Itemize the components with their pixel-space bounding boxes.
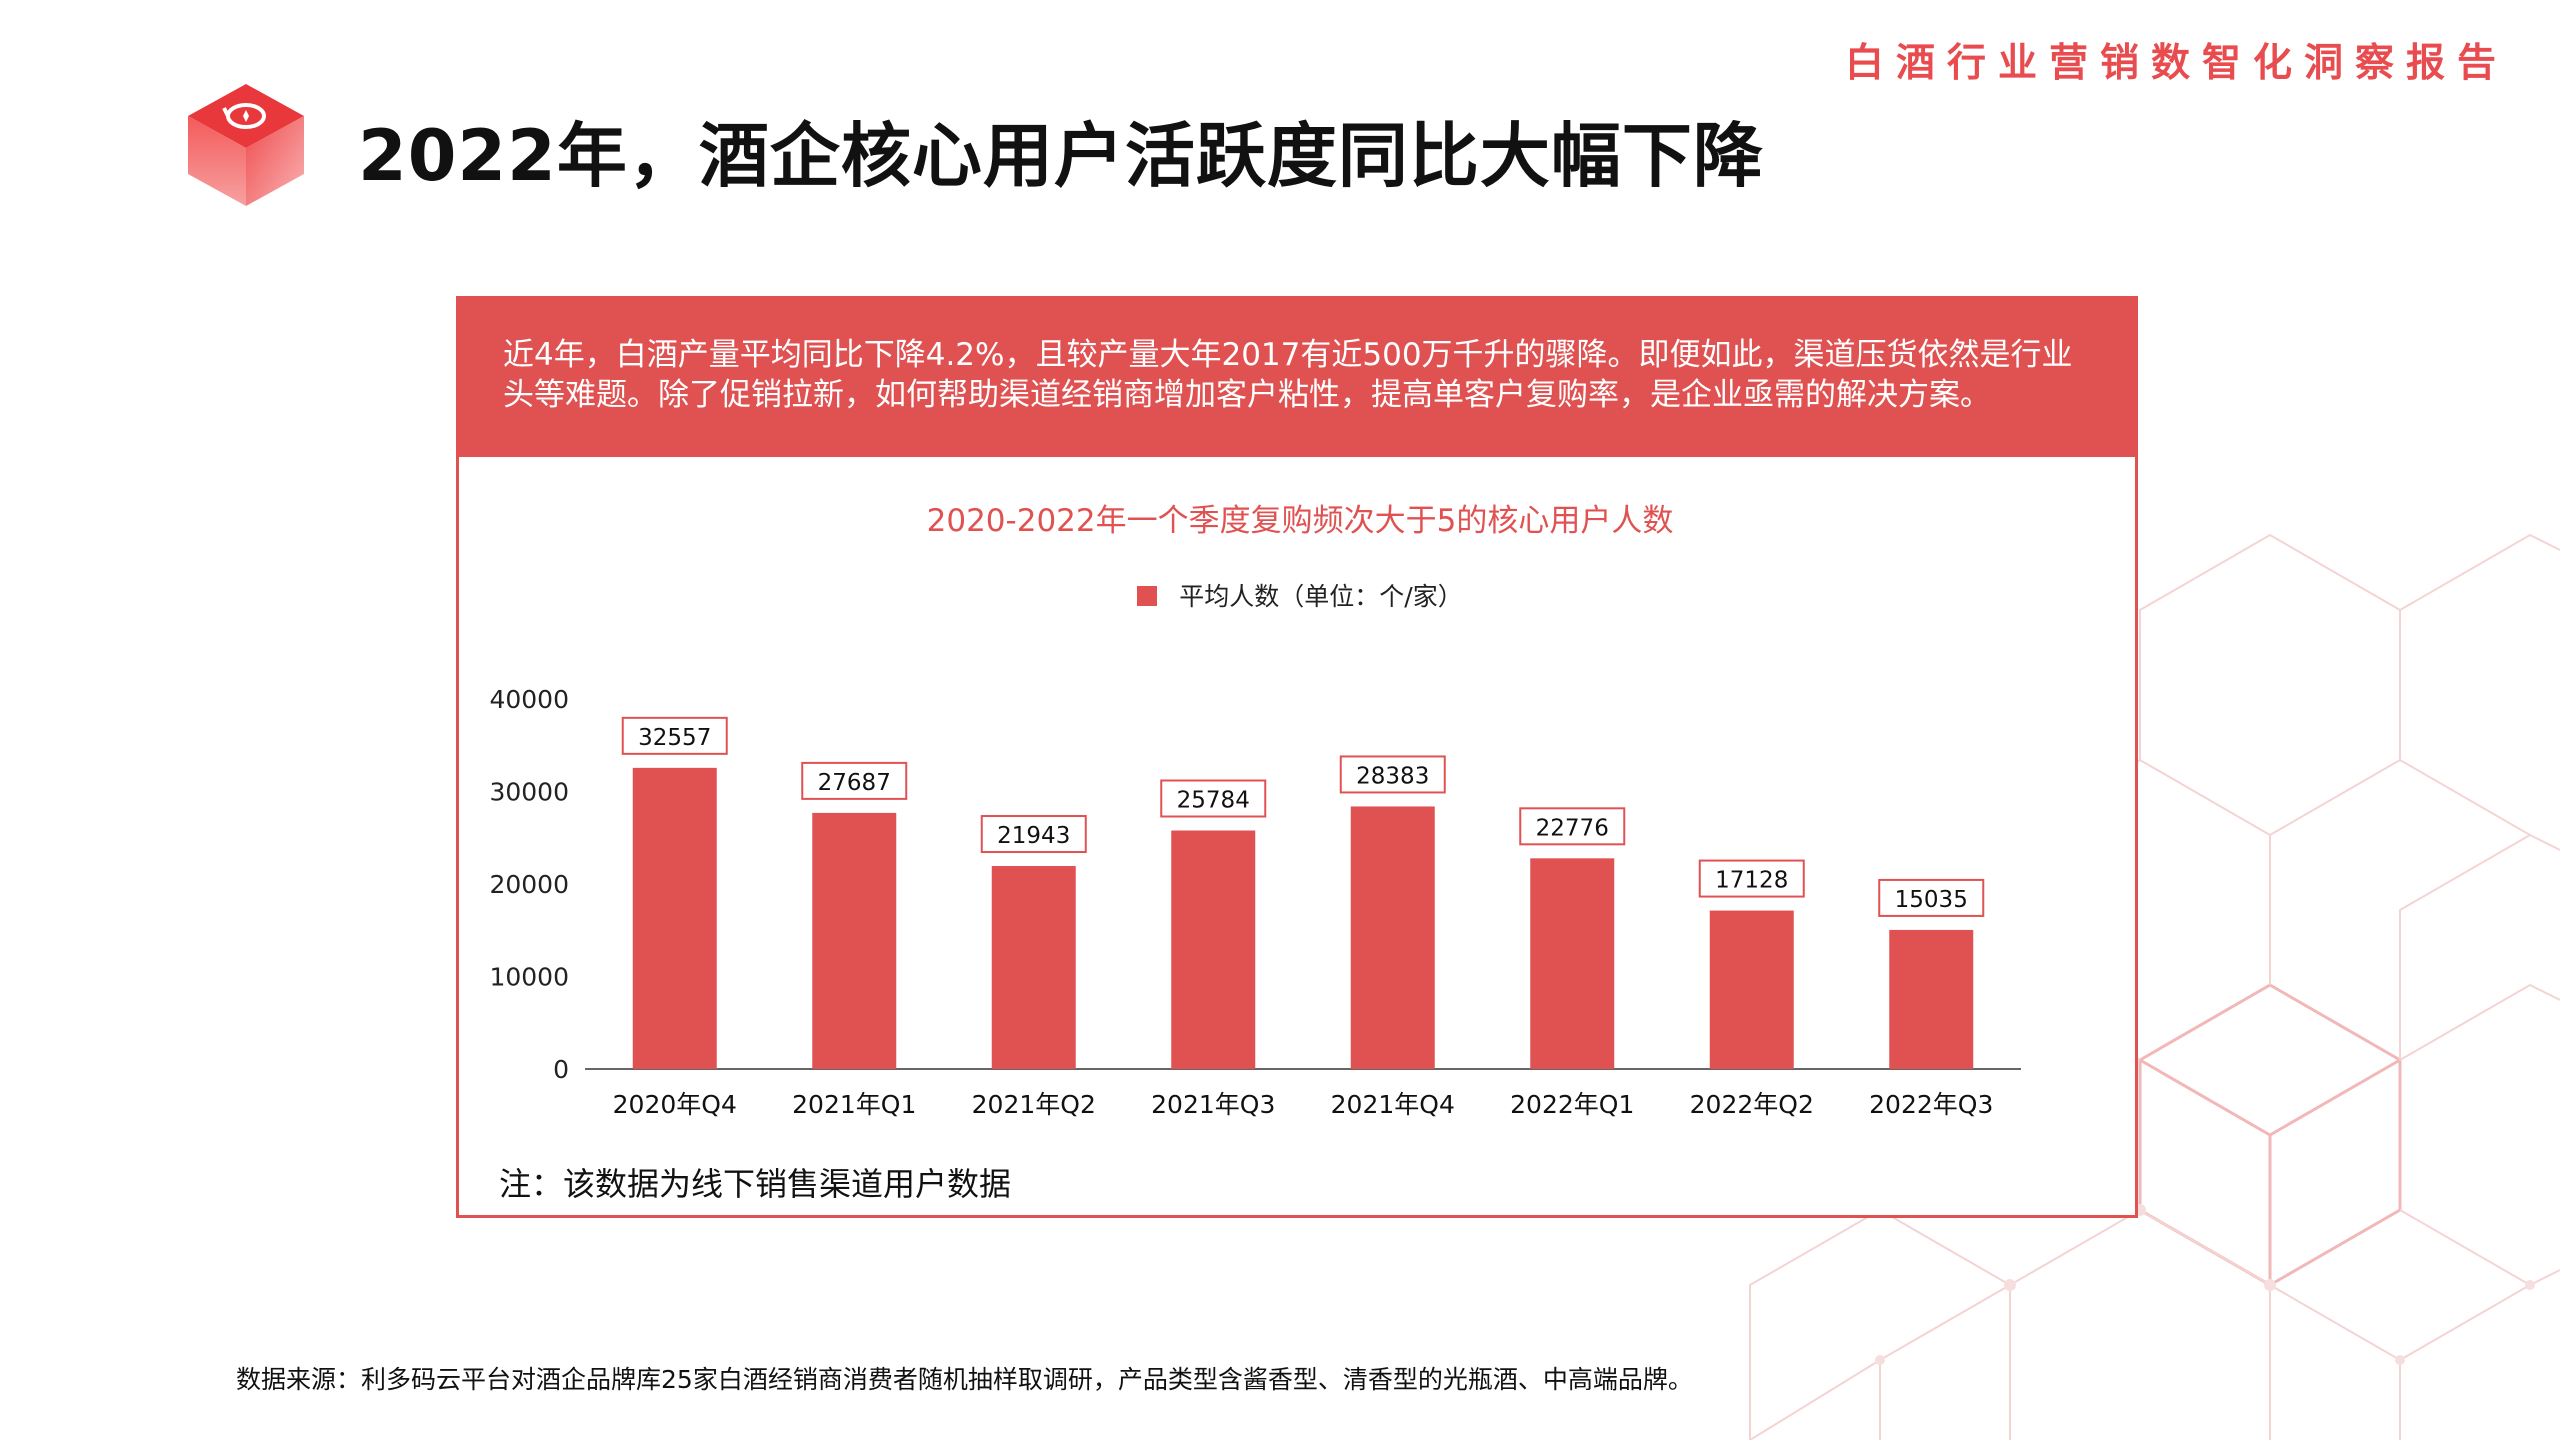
data-label-box [1160,779,1267,818]
data-label-box [980,815,1087,854]
chart-note: 注：该数据为线下销售渠道用户数据 [499,1165,1012,1203]
bar [1709,910,1794,1069]
data-label: 32557 [638,725,711,751]
data-source: 数据来源：利多码云平台对酒企品牌库25家白酒经销商消费者随机抽样取调研，产品类型… [236,1365,1693,1394]
data-label-box [621,716,728,755]
bar [991,866,1076,1069]
logo-cube-icon [188,84,304,206]
page-title: 2022年，酒企核心用户活跃度同比大幅下降 [358,115,1764,197]
y-tick-label: 0 [553,1055,569,1084]
data-label: 27687 [818,770,891,796]
bar [1889,929,1974,1069]
y-tick-label: 40000 [489,685,569,714]
data-label: 21943 [997,823,1070,849]
data-label-box [1878,878,1985,917]
data-label: 28383 [1356,763,1429,789]
x-tick-label: 2021年Q3 [1151,1090,1275,1119]
data-label: 17128 [1715,868,1788,894]
bar [1171,830,1256,1069]
x-tick-label: 2021年Q1 [792,1090,916,1119]
y-tick-label: 20000 [489,870,569,899]
card-banner: 近4年，白酒产量平均同比下降4.2%，且较产量大年2017有近500万千升的骤降… [459,299,2135,457]
y-tick-label: 10000 [489,963,569,992]
data-label: 15035 [1895,887,1968,913]
data-label-box [1339,755,1446,794]
x-tick-label: 2021年Q4 [1331,1090,1455,1119]
bar [632,767,717,1069]
y-tick-label: 30000 [489,778,569,807]
data-label-box [1698,859,1805,898]
legend-label: 平均人数（单位：个/家） [1179,582,1463,611]
report-title: 白酒行业营销数智化洞察报告 [1844,41,2508,86]
banner-text: 近4年，白酒产量平均同比下降4.2%，且较产量大年2017有近500万千升的骤降… [503,337,2073,413]
data-label-box [801,761,908,800]
bar [1530,858,1615,1069]
chart-title: 2020-2022年一个季度复购频次大于5的核心用户人数 [926,503,1674,539]
data-label: 22776 [1536,815,1609,841]
bar-chart: 0 10000 20000 30000 40000 32557 2020年Q4 27687 20… [489,685,2021,1119]
chart-card: 近4年，白酒产量平均同比下降4.2%，且较产量大年2017有近500万千升的骤降… [456,296,2138,1218]
data-label: 25784 [1177,787,1250,813]
x-tick-label: 2022年Q1 [1510,1090,1634,1119]
legend-swatch [1137,586,1158,606]
bar [812,812,897,1069]
x-tick-label: 2022年Q2 [1690,1090,1814,1119]
data-label-box [1519,807,1626,846]
chart-legend: 平均人数（单位：个/家） [459,577,2141,613]
x-tick-label: 2020年Q4 [613,1090,737,1119]
bar [1350,806,1435,1069]
x-tick-label: 2021年Q2 [972,1090,1096,1119]
x-tick-label: 2022年Q3 [1869,1090,1993,1119]
